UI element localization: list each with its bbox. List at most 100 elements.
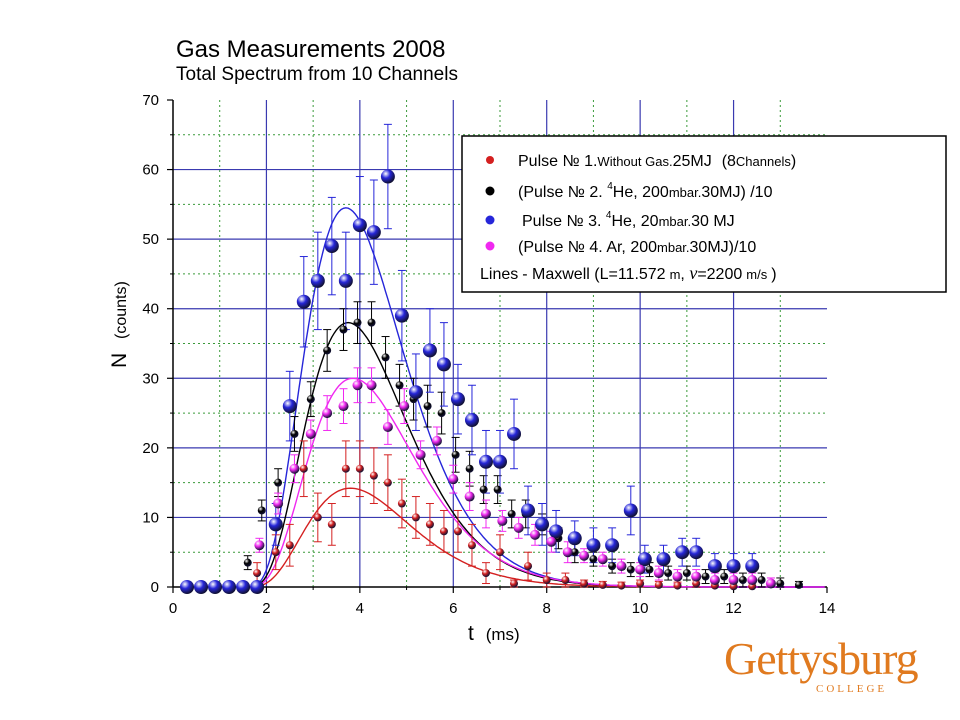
data-point-series-1 [299,464,308,473]
data-point-series-1 [673,581,682,590]
data-point-series-2 [738,576,747,585]
data-point-series-1 [561,576,570,585]
data-point-series-2 [701,572,710,581]
legend: Pulse № 1.Without Gas.25MJ (8Channels) (P… [461,135,947,293]
y-tick-label: 10 [142,509,159,526]
y-axis-label-symbol: N [108,353,131,368]
data-point-series-3 [507,426,522,441]
y-tick-label: 70 [142,92,159,109]
data-point-series-1 [496,548,504,557]
data-point-series-4 [322,408,333,419]
y-tick-label: 20 [142,440,159,457]
data-point-series-1 [510,579,519,588]
data-point-series-2 [507,509,516,518]
data-point-series-3 [250,580,265,594]
data-point-series-2 [493,485,502,494]
data-point-series-1 [355,464,364,473]
legend-label-pulse-4: (Pulse № 4. Ar, 200mbar.30MJ)/10 [518,239,756,256]
data-point-series-2 [451,450,460,459]
data-point-series-1 [524,562,533,571]
data-point-series-4 [530,529,541,540]
y-tick-label: 60 [142,162,159,179]
tick-labels: 0 2 4 6 8 10 12 14 0 10 20 30 40 50 60 70 [142,92,835,617]
data-point-series-1 [453,527,462,536]
data-point-series-2 [776,579,785,588]
data-point-series-3 [422,343,437,358]
data-point-series-4 [338,401,349,412]
y-tick-label: 50 [142,231,159,248]
data-point-series-4 [415,449,426,460]
data-point-series-4 [305,428,316,439]
data-point-series-2 [570,548,579,557]
data-point-series-4 [709,575,720,586]
x-axis-label-symbol: t [468,622,474,645]
data-point-series-3 [296,294,311,309]
data-point-series-4 [497,515,508,526]
data-point-series-2 [243,558,252,567]
data-point-series-1 [253,569,262,578]
legend-label-pulse-2: (Pulse № 2. 4He, 200mbar.30MJ) /10 [518,181,773,201]
data-point-series-1 [439,527,448,536]
data-point-series-4 [399,401,410,412]
data-point-series-3 [394,308,409,323]
data-point-series-1 [411,513,420,522]
data-point-series-3 [352,218,367,233]
data-point-series-1 [285,541,294,550]
data-point-series-4 [254,540,265,551]
data-point-series-2 [437,409,446,418]
data-point-series-3 [549,524,564,539]
data-point-series-1 [617,581,626,590]
data-point-series-3 [236,580,251,594]
data-point-series-4 [431,435,442,446]
data-point-series-4 [579,550,590,561]
data-point-series-4 [672,571,683,582]
data-point-series-3 [180,580,195,594]
data-point-series-4 [464,491,475,502]
data-point-series-3 [324,239,339,254]
data-point-series-2 [479,485,488,494]
data-point-series-3 [675,545,690,560]
data-point-series-2 [757,576,766,585]
data-point-series-4 [352,380,363,391]
y-axis-label-unit: (counts) [113,281,130,339]
logo-subtext: COLLEGE [816,683,888,695]
logo-wordmark: Gettysburg [724,633,919,684]
fit-curve-2 [243,321,825,588]
data-point-series-2 [353,318,362,327]
x-tick-label: 0 [169,600,177,617]
data-point-series-3 [282,399,297,414]
data-point-series-2 [367,318,376,327]
data-point-series-4 [480,508,491,519]
data-point-series-4 [728,575,739,586]
data-point-series-1 [654,580,663,589]
data-point-series-2 [608,562,617,571]
data-point-series-3 [707,559,722,574]
data-point-series-1 [313,513,322,522]
data-point-series-2 [339,325,348,334]
data-point-series-4 [765,578,776,589]
data-point-series-3 [637,552,652,567]
data-point-series-4 [747,575,758,586]
data-point-series-3 [535,517,550,532]
data-point-series-3 [310,273,325,288]
legend-marker-pulse-2 [485,186,495,196]
data-point-series-2 [465,464,474,473]
legend-marker-pulse-3 [485,215,495,225]
data-point-series-4 [273,498,284,509]
data-point-series-2 [395,381,404,390]
data-point-series-4 [448,474,459,485]
data-point-series-3 [623,503,638,518]
x-axis-label-unit: (ms) [486,625,520,644]
chart-subtitle: Total Spectrum from 10 Channels [176,64,458,85]
data-point-series-1 [692,579,701,588]
data-point-series-3 [605,538,620,553]
data-point-series-4 [597,554,608,565]
data-point-series-3 [194,580,209,594]
legend-label-pulse-3: Pulse № 3. 4He, 20mbar.30 MJ [522,210,735,230]
data-point-series-1 [271,548,280,557]
data-point-series-4 [635,564,646,575]
data-point-series-3 [521,503,536,518]
x-tick-label: 12 [725,600,742,617]
y-axis-label: N (counts) [108,281,131,368]
